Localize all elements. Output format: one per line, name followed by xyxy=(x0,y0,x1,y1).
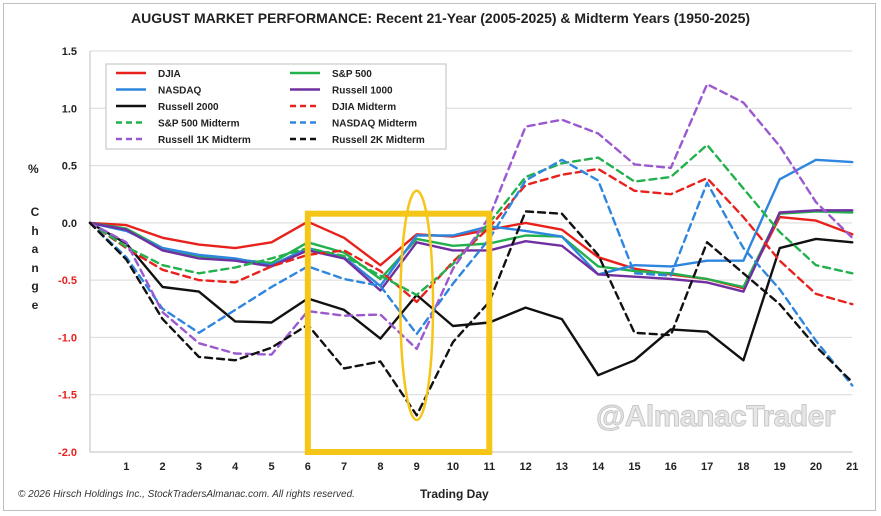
highlight-rectangle xyxy=(304,210,493,455)
x-tick-label: 8 xyxy=(377,461,383,473)
legend-label: Russell 2000 xyxy=(158,102,219,113)
x-tick-label: 12 xyxy=(519,461,531,473)
x-tick-label: 15 xyxy=(628,461,640,473)
series-line xyxy=(88,210,854,417)
legend-label: DJIA xyxy=(158,69,181,80)
x-tick-label: 14 xyxy=(592,461,605,473)
series-line xyxy=(88,215,854,290)
x-tick-label: 5 xyxy=(268,461,274,473)
legend-label: S&P 500 Midterm xyxy=(158,119,240,130)
x-tick-label: 21 xyxy=(846,461,858,473)
x-tick-label: 6 xyxy=(305,461,311,473)
series-line xyxy=(88,221,854,377)
y-axis-label-symbol: % xyxy=(28,162,39,176)
series-line xyxy=(88,82,854,356)
y-axis-label-word: Change xyxy=(30,205,40,312)
y-tick-label: -2.0 xyxy=(58,447,77,459)
legend-label: DJIA Midterm xyxy=(332,102,396,113)
x-tick-label: 17 xyxy=(701,461,713,473)
legend-label: NASDAQ xyxy=(158,86,202,97)
series-line xyxy=(88,158,854,288)
x-tick-label: 10 xyxy=(447,461,459,473)
x-tick-label: 11 xyxy=(483,461,495,473)
series-line xyxy=(88,209,854,293)
highlight-ellipse xyxy=(399,189,435,422)
x-tick-label: 19 xyxy=(774,461,786,473)
x-tick-label: 1 xyxy=(123,461,129,473)
legend-label: Russell 1K Midterm xyxy=(158,135,251,146)
chart-title: AUGUST MARKET PERFORMANCE: Recent 21-Yea… xyxy=(130,10,751,26)
legend-label: Russell 2K Midterm xyxy=(332,135,425,146)
legend-box xyxy=(105,63,447,150)
x-tick-label: 3 xyxy=(196,461,202,473)
y-tick-label: -0.5 xyxy=(58,275,77,287)
x-tick-label: 20 xyxy=(810,461,822,473)
x-tick-label: 4 xyxy=(232,461,239,473)
x-tick-label: 2 xyxy=(160,461,166,473)
copyright-notice: © 2026 Hirsch Holdings Inc., StockTrader… xyxy=(18,489,355,500)
y-tick-label: 0.5 xyxy=(62,161,77,173)
series-line xyxy=(88,158,854,387)
legend-label: Russell 1000 xyxy=(332,86,393,97)
x-tick-label: 9 xyxy=(414,461,420,473)
x-tick-label: 18 xyxy=(737,461,749,473)
legend-label: NASDAQ Midterm xyxy=(332,119,417,130)
y-tick-label: -1.5 xyxy=(58,390,77,402)
legend-label: S&P 500 xyxy=(332,69,372,80)
x-tick-label: 7 xyxy=(341,461,347,473)
x-axis-label: Trading Day xyxy=(420,487,489,501)
y-tick-label: 1.0 xyxy=(62,103,77,115)
series-line xyxy=(88,143,854,297)
y-tick-label: -1.0 xyxy=(58,332,77,344)
x-tick-label: 16 xyxy=(665,461,677,473)
y-tick-label: 1.5 xyxy=(62,46,77,58)
x-tick-label: 13 xyxy=(556,461,568,473)
y-tick-label: 0.0 xyxy=(62,218,77,230)
watermark: @AlmanacTrader xyxy=(595,400,836,434)
